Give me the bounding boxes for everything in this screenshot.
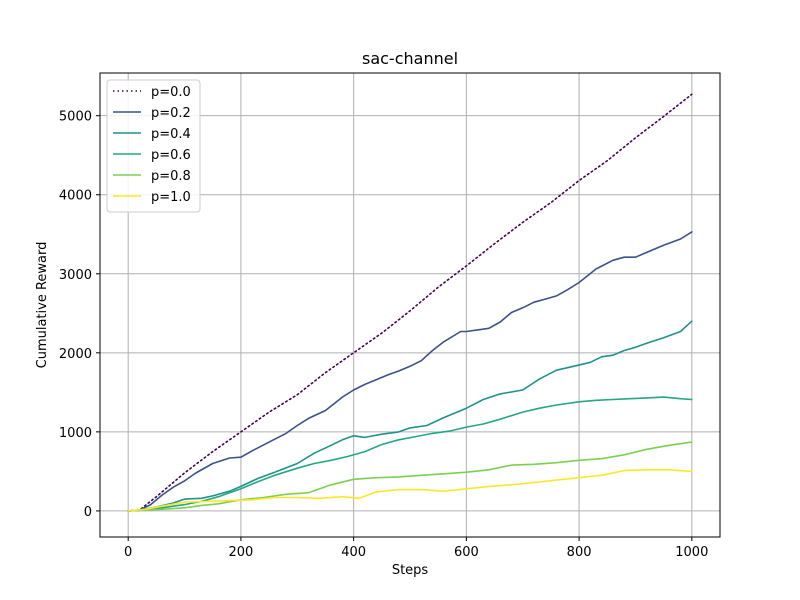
x-tick-label: 800: [567, 545, 592, 560]
series-lines: [127, 93, 693, 512]
x-tick-label: 600: [454, 545, 479, 560]
y-tick-label: 1000: [59, 426, 92, 441]
legend-label-2: p=0.4: [151, 127, 191, 142]
legend-label-5: p=1.0: [151, 190, 191, 205]
x-tick-label: 0: [124, 545, 132, 560]
y-tick-label: 0: [84, 505, 92, 520]
axis-ticks: 0 200 400 600 800 1000 0 1000 2000 3000 4000 5000: [59, 110, 708, 560]
legend-label-3: p=0.6: [151, 148, 191, 163]
series-line-3: [127, 396, 693, 512]
legend-box: [106, 79, 201, 213]
series-line-2: [127, 320, 693, 512]
y-tick-label: 4000: [59, 189, 92, 204]
y-tick-label: 3000: [59, 268, 92, 283]
x-tick-label: 200: [228, 545, 253, 560]
series-line-1: [127, 231, 693, 512]
legend: p=0.0 p=0.2 p=0.4 p=0.6 p=0.8 p=1.0: [106, 79, 201, 213]
y-axis-label: Cumulative Reward: [35, 242, 50, 369]
y-tick-label: 5000: [59, 110, 92, 125]
series-line-5: [127, 468, 693, 512]
y-tick-label: 2000: [59, 347, 92, 362]
legend-label-0: p=0.0: [151, 85, 191, 100]
plot-frame: [99, 72, 721, 538]
legend-label-4: p=0.8: [151, 169, 191, 184]
x-tick-label: 1000: [675, 545, 708, 560]
chart-title: sac-channel: [362, 49, 458, 68]
series-line-4: [127, 441, 693, 512]
x-axis-label: Steps: [392, 563, 429, 578]
series-line-0: [127, 93, 693, 512]
grid: [100, 73, 720, 537]
x-tick-label: 400: [341, 545, 366, 560]
legend-label-1: p=0.2: [151, 106, 191, 121]
